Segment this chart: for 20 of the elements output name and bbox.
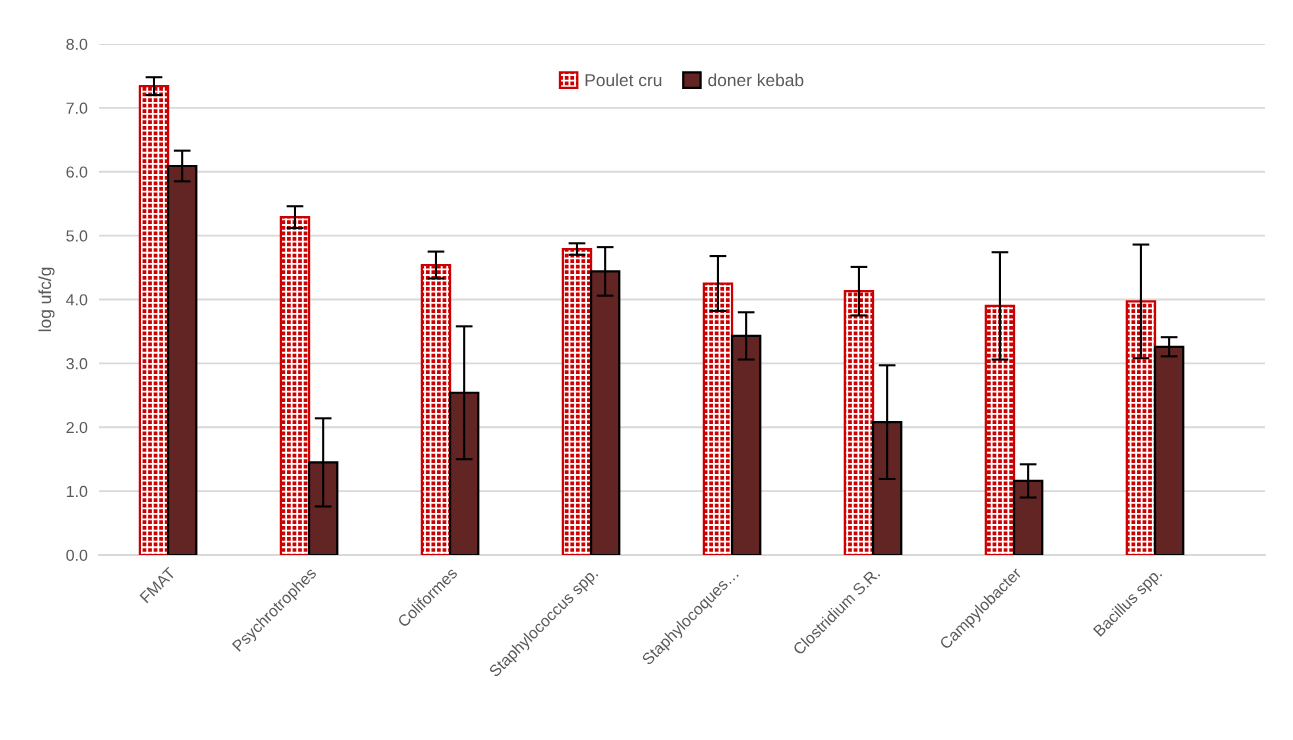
y-tick-label: 6.0 — [66, 166, 88, 178]
bar — [279, 215, 311, 555]
y-tick-label: 3.0 — [66, 358, 88, 370]
legend-label: doner kebab — [708, 73, 804, 87]
y-tick-label: 7.0 — [66, 102, 88, 114]
y-axis-title: log ufc/g — [38, 267, 55, 332]
y-tick-label: 8.0 — [66, 38, 88, 50]
y-tick-label: 4.0 — [66, 294, 88, 306]
y-tick-label: 1.0 — [66, 485, 88, 498]
y-tick-label: 5.0 — [66, 230, 88, 242]
bar — [420, 263, 452, 555]
legend-label: Poulet cru — [585, 73, 662, 87]
bar — [561, 247, 593, 555]
bar — [984, 304, 1016, 555]
bar — [138, 85, 170, 555]
y-tick-label: 2.0 — [66, 421, 88, 434]
bar — [843, 290, 875, 555]
bar — [702, 282, 734, 555]
bar — [1125, 300, 1157, 555]
y-tick-label: 0.0 — [66, 549, 88, 561]
